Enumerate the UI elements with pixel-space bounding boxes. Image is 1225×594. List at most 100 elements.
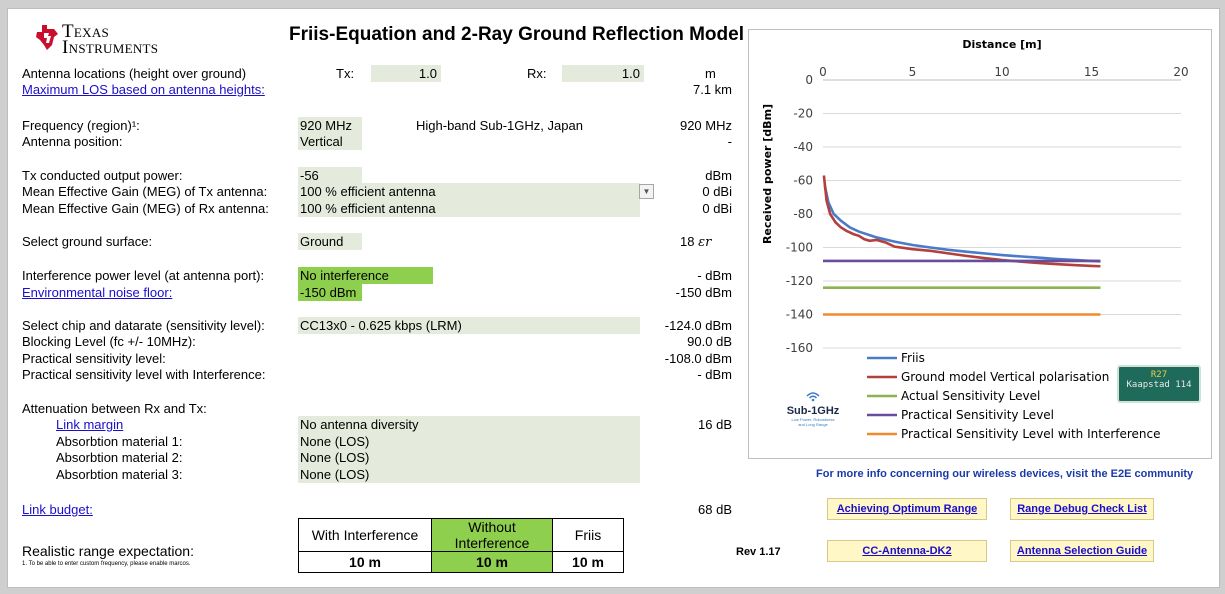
frequency-select[interactable]: 920 MHz: [298, 117, 362, 134]
range-table: With Interference Without Interference F…: [298, 518, 624, 573]
max-los-link[interactable]: Maximum LOS based on antenna heights:: [22, 82, 265, 97]
roadsign-line1: R27: [1150, 370, 1168, 380]
received-power-chart: Distance [m] 0 -20 -40 -60 -80 -100 -120 -140 -16…: [761, 38, 1189, 441]
series-line-0: [823, 185, 1101, 263]
link-budget-link[interactable]: Link budget:: [22, 502, 93, 517]
tx-power-input[interactable]: -56: [298, 167, 362, 184]
abs1-select[interactable]: None (LOS): [298, 433, 640, 450]
epsilon-r-symbol: εr: [698, 235, 712, 250]
meg-rx-value: 0 dBi: [702, 201, 732, 216]
label-meg-rx: Mean Effective Gain (MEG) of Rx antenna:: [22, 201, 269, 216]
label-abs2: Absorbtion material 2:: [56, 450, 183, 465]
label-abs1: Absorbtion material 1:: [56, 434, 183, 449]
label-attenuation: Attenuation between Rx and Tx:: [22, 401, 207, 416]
chip-select[interactable]: CC13x0 - 0.625 kbps (LRM): [298, 317, 640, 334]
chip-sensitivity-value: -124.0 dBm: [664, 318, 732, 333]
label-frequency: Frequency (region)¹:: [22, 118, 140, 133]
antenna-position-value: -: [727, 134, 732, 149]
y-tick-label: -120: [786, 274, 813, 288]
roadsign-image: R27 Kaapstad 114: [1117, 365, 1201, 403]
rx-label: Rx:: [527, 66, 547, 81]
x-tick-label: 5: [909, 65, 917, 79]
range-value-friis: 10 m: [552, 551, 624, 573]
x-tick-label: 20: [1173, 65, 1188, 79]
ground-value: 18: [680, 234, 695, 249]
logo-line1: Texas: [62, 21, 110, 42]
interference-value: - dBm: [697, 268, 732, 283]
frequency-value: 920 MHz: [679, 118, 732, 133]
legend-label: Ground model Vertical polarisation: [901, 370, 1109, 384]
meg-tx-select[interactable]: 100 % efficient antenna: [298, 183, 640, 200]
link-budget-value: 68 dB: [698, 502, 732, 517]
achieving-optimum-range-button[interactable]: Achieving Optimum Range: [827, 498, 987, 520]
antenna-unit: m: [705, 66, 716, 81]
page-title: Friis-Equation and 2-Ray Ground Reflecti…: [289, 24, 744, 45]
legend-label: Friis: [901, 351, 925, 365]
sub1ghz-logo: Sub-1GHz Low Power, Robustness and Long …: [777, 390, 849, 427]
e2e-text: For more info concerning our wireless de…: [816, 468, 1194, 480]
label-practical-int: Practical sensitivity level with Interfe…: [22, 367, 266, 382]
y-tick-label: -140: [786, 308, 813, 322]
abs3-select[interactable]: None (LOS): [298, 466, 640, 483]
rx-height-input[interactable]: 1.0: [562, 65, 644, 82]
label-realistic: Realistic range expectation:: [22, 543, 194, 559]
series-line-1: [822, 175, 1101, 268]
x-tick-label: 0: [819, 65, 827, 79]
sub1ghz-tagline2: and Long Range: [798, 422, 828, 427]
label-abs3: Absorbtion material 3:: [56, 467, 183, 482]
wifi-signal-icon: [806, 392, 820, 402]
y-tick-label: -100: [786, 241, 813, 255]
tx-label: Tx:: [336, 66, 355, 81]
y-tick-label: 0: [805, 73, 813, 87]
y-tick-label: -40: [793, 140, 813, 154]
tx-height-input[interactable]: 1.0: [371, 65, 441, 82]
legend-label: Actual Sensitivity Level: [901, 389, 1040, 403]
chart-panel: Distance [m] 0 -20 -40 -60 -80 -100 -120 -140 -16…: [748, 29, 1212, 459]
antenna-position-select[interactable]: Vertical: [298, 133, 362, 150]
worksheet: Texas Instruments Friis-Equation and 2-R…: [7, 8, 1220, 588]
max-los-value: 7.1 km: [692, 82, 732, 97]
region-text: High-band Sub-1GHz, Japan: [416, 118, 583, 133]
range-value-without-interference: 10 m: [431, 551, 553, 573]
y-tick-label: -80: [793, 207, 813, 221]
y-tick-label: -60: [793, 174, 813, 188]
interference-select[interactable]: No interference: [298, 267, 433, 284]
y-axis-label: Received power [dBm]: [761, 104, 774, 244]
ground-permittivity: 18 εr: [680, 234, 711, 250]
noise-floor-select[interactable]: -150 dBm: [298, 284, 362, 301]
range-header-with-interference: With Interference: [298, 518, 432, 552]
chevron-down-icon[interactable]: ▼: [639, 184, 654, 199]
link-margin-select[interactable]: No antenna diversity: [298, 416, 640, 433]
label-ground: Select ground surface:: [22, 234, 153, 249]
link-margin-value: 16 dB: [698, 417, 732, 432]
x-tick-label: 10: [994, 65, 1009, 79]
label-blocking: Blocking Level (fc +/- 10MHz):: [22, 334, 196, 349]
practical-value: -108.0 dBm: [664, 351, 732, 366]
noise-floor-value: -150 dBm: [675, 285, 732, 300]
sub1ghz-tagline1: Low Power, Robustness: [791, 417, 835, 422]
label-antenna-position: Antenna position:: [22, 134, 123, 149]
logo-line2: Instruments: [62, 37, 159, 58]
sub1ghz-brand: Sub-1GHz: [786, 405, 840, 417]
legend-label: Practical Sensitivity Level with Interfe…: [901, 427, 1161, 441]
label-chip: Select chip and datarate (sensitivity le…: [22, 318, 265, 333]
ti-logo-icon: [36, 25, 58, 50]
revision-label: Rev 1.17: [736, 546, 781, 558]
ground-select[interactable]: Ground: [298, 233, 362, 250]
logo-text: Texas Instruments: [62, 21, 159, 58]
roadsign-line2: Kaapstad 114: [1126, 380, 1192, 390]
label-tx-power: Tx conducted output power:: [22, 168, 183, 183]
blocking-value: 90.0 dB: [687, 334, 732, 349]
antenna-selection-guide-button[interactable]: Antenna Selection Guide: [1010, 540, 1154, 562]
cc-antenna-dk2-button[interactable]: CC-Antenna-DK2: [827, 540, 987, 562]
label-antenna-locations: Antenna locations (height over ground): [22, 66, 247, 81]
y-tick-label: -160: [786, 341, 813, 355]
chart-title: Distance [m]: [962, 38, 1041, 51]
label-meg-tx: Mean Effective Gain (MEG) of Tx antenna:: [22, 184, 268, 199]
range-debug-checklist-button[interactable]: Range Debug Check List: [1010, 498, 1154, 520]
practical-int-value: - dBm: [697, 367, 732, 382]
abs2-select[interactable]: None (LOS): [298, 449, 640, 466]
meg-rx-select[interactable]: 100 % efficient antenna: [298, 200, 640, 217]
link-margin-link[interactable]: Link margin: [56, 417, 124, 432]
noise-floor-link[interactable]: Environmental noise floor:: [22, 285, 173, 300]
